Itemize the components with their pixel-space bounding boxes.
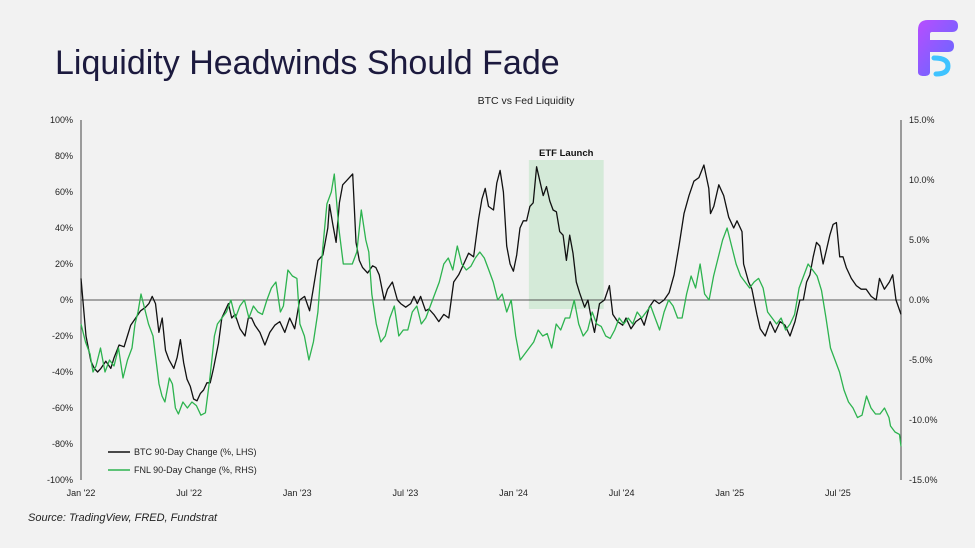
y-right-tick-label: 0.0% bbox=[909, 295, 930, 305]
y-left-tick-label: 40% bbox=[55, 223, 73, 233]
source-note: Source: TradingView, FRED, Fundstrat bbox=[28, 512, 218, 524]
x-tick-label: Jul '22 bbox=[176, 488, 202, 498]
y-right-tick-label: -5.0% bbox=[909, 355, 933, 365]
btc-series-line bbox=[80, 164, 902, 402]
fundstrat-logo-icon bbox=[918, 20, 958, 77]
chart-title: BTC vs Fed Liquidity bbox=[478, 95, 576, 107]
y-left-tick-label: 60% bbox=[55, 187, 73, 197]
y-left-tick-label: -60% bbox=[52, 403, 73, 413]
y-left-tick-label: 80% bbox=[55, 151, 73, 161]
x-tick-label: Jul '25 bbox=[825, 488, 851, 498]
y-left-tick-label: 0% bbox=[60, 295, 73, 305]
x-tick-label: Jul '24 bbox=[609, 488, 635, 498]
x-tick-label: Jan '22 bbox=[67, 488, 96, 498]
y-right-tick-label: 5.0% bbox=[909, 235, 930, 245]
y-right-tick-label: -15.0% bbox=[909, 475, 938, 485]
y-left-tick-label: -100% bbox=[47, 475, 73, 485]
legend-fnl-label: FNL 90-Day Change (%, RHS) bbox=[134, 465, 257, 475]
x-tick-label: Jan '25 bbox=[715, 488, 744, 498]
y-left-tick-label: -80% bbox=[52, 439, 73, 449]
etf-launch-label: ETF Launch bbox=[539, 148, 594, 159]
x-tick-label: Jul '23 bbox=[393, 488, 419, 498]
x-tick-label: Jan '24 bbox=[499, 488, 528, 498]
page-title: Liquidity Headwinds Should Fade bbox=[55, 44, 560, 82]
y-left-tick-label: -40% bbox=[52, 367, 73, 377]
y-left-tick-label: 20% bbox=[55, 259, 73, 269]
x-tick-label: Jan '23 bbox=[283, 488, 312, 498]
y-right-tick-label: 10.0% bbox=[909, 175, 935, 185]
legend-btc-label: BTC 90-Day Change (%, LHS) bbox=[134, 447, 257, 457]
y-right-tick-label: 15.0% bbox=[909, 115, 935, 125]
y-right-tick-label: -10.0% bbox=[909, 415, 938, 425]
fnl-series-line bbox=[80, 173, 902, 447]
y-left-tick-label: 100% bbox=[50, 115, 73, 125]
y-left-tick-label: -20% bbox=[52, 331, 73, 341]
